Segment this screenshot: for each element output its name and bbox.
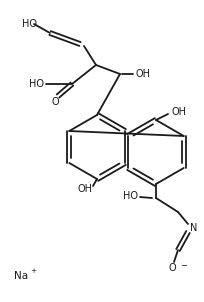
Text: +: + (30, 268, 36, 274)
Text: OH: OH (172, 107, 187, 117)
Text: HO: HO (22, 19, 37, 29)
Text: Na: Na (14, 271, 28, 281)
Text: N: N (190, 223, 197, 233)
Text: HO: HO (123, 191, 138, 201)
Text: OH: OH (136, 69, 151, 79)
Text: O: O (168, 263, 176, 273)
Text: O: O (51, 97, 59, 107)
Text: −: − (180, 262, 187, 271)
Text: OH: OH (78, 184, 92, 194)
Text: HO: HO (29, 79, 44, 89)
